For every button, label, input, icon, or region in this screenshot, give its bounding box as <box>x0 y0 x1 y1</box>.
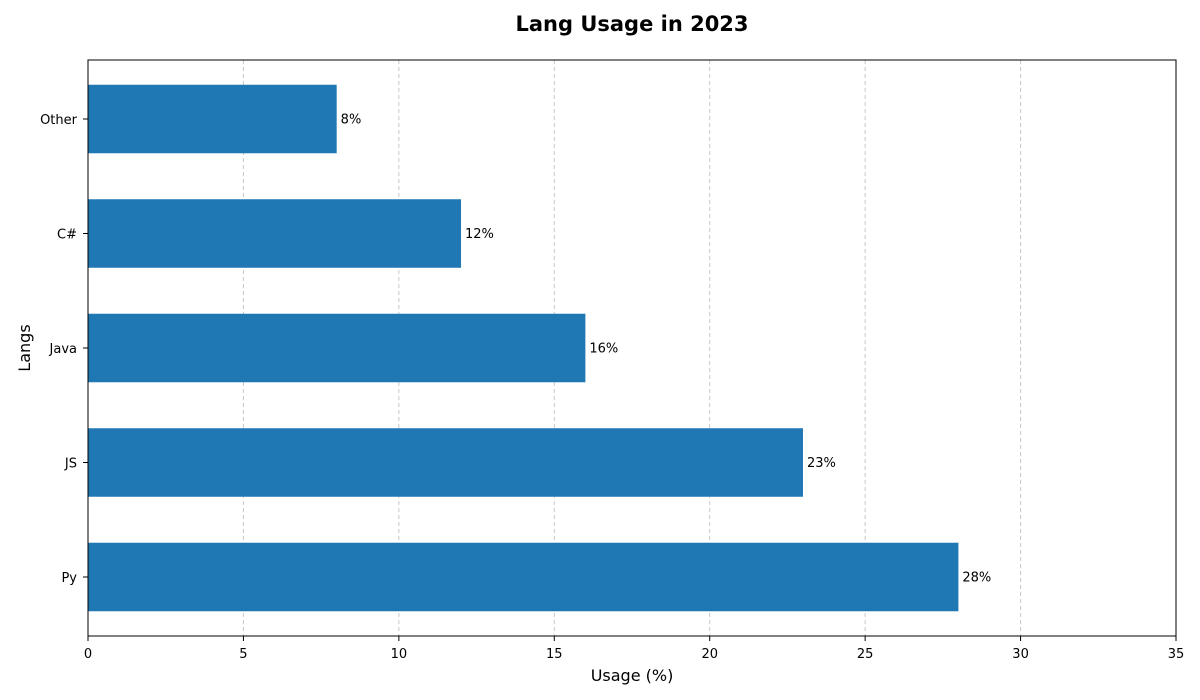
y-tick-label: Other <box>40 113 78 128</box>
x-tick-label: 10 <box>391 647 408 662</box>
bars <box>88 84 959 612</box>
x-tick-label: 30 <box>1012 647 1029 662</box>
bar-js <box>88 428 803 497</box>
x-tick-label: 0 <box>84 647 92 662</box>
x-tick-label: 5 <box>239 647 247 662</box>
y-axis-label: Langs <box>15 324 34 371</box>
x-tick-label: 35 <box>1168 647 1185 662</box>
chart-title: Lang Usage in 2023 <box>515 12 748 36</box>
data-label: 8% <box>341 113 362 128</box>
bar-c- <box>88 199 462 268</box>
bar-java <box>88 313 586 383</box>
x-axis-label: Usage (%) <box>591 666 674 685</box>
y-tick-label: JS <box>64 457 77 472</box>
y-tick-label: Java <box>49 342 77 357</box>
data-label: 28% <box>962 571 991 586</box>
bar-py <box>88 542 959 612</box>
y-tick-label: C# <box>57 228 77 243</box>
x-tick-label: 15 <box>546 647 563 662</box>
y-tick-label: Py <box>61 571 77 586</box>
x-tick-label: 20 <box>701 647 718 662</box>
x-tick-label: 25 <box>857 647 874 662</box>
data-label: 16% <box>589 342 618 357</box>
bar-other <box>88 84 337 154</box>
data-label: 12% <box>465 227 494 242</box>
x-axis-ticks: 0 5 10 15 20 25 30 35 <box>84 636 1184 662</box>
data-labels: 28% 23% 16% 12% 8% <box>341 113 992 586</box>
data-label: 23% <box>807 456 836 471</box>
y-axis-ticks: Py JS Java C# Other <box>40 113 88 586</box>
